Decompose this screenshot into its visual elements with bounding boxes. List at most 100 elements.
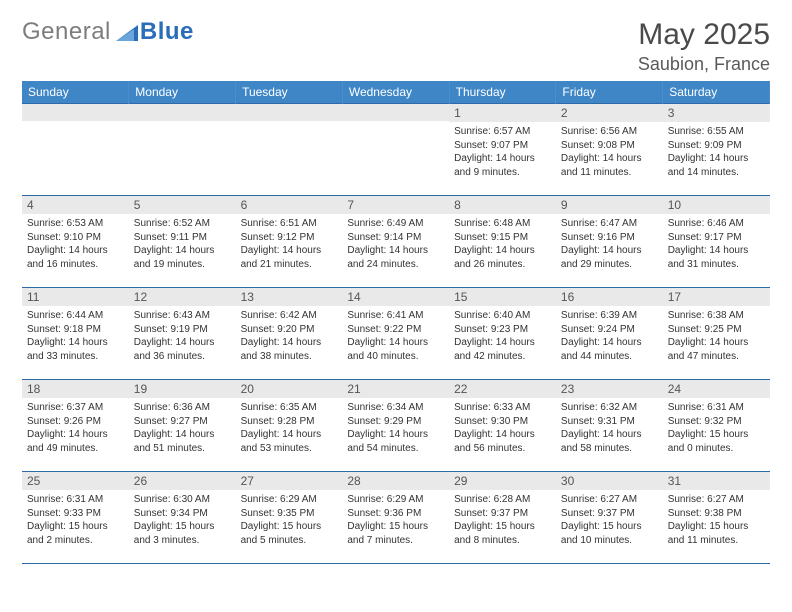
calendar-cell: 12Sunrise: 6:43 AMSunset: 9:19 PMDayligh…: [129, 288, 236, 380]
calendar-cell: 18Sunrise: 6:37 AMSunset: 9:26 PMDayligh…: [22, 380, 129, 472]
weekday-header: Friday: [556, 81, 663, 104]
day-number: 31: [663, 472, 770, 490]
month-title: May 2025: [638, 18, 770, 52]
sunset-line: Sunset: 9:36 PM: [347, 507, 444, 521]
sunrise-line: Sunrise: 6:57 AM: [454, 125, 551, 139]
calendar-cell: 17Sunrise: 6:38 AMSunset: 9:25 PMDayligh…: [663, 288, 770, 380]
calendar-cell: 2Sunrise: 6:56 AMSunset: 9:08 PMDaylight…: [556, 104, 663, 196]
daylight-line: Daylight: 14 hours and 24 minutes.: [347, 244, 444, 271]
calendar-cell: 8Sunrise: 6:48 AMSunset: 9:15 PMDaylight…: [449, 196, 556, 288]
daylight-line: Daylight: 14 hours and 14 minutes.: [668, 152, 765, 179]
daylight-line: Daylight: 14 hours and 9 minutes.: [454, 152, 551, 179]
sunset-line: Sunset: 9:19 PM: [134, 323, 231, 337]
calendar-row: 18Sunrise: 6:37 AMSunset: 9:26 PMDayligh…: [22, 380, 770, 472]
sunset-line: Sunset: 9:10 PM: [27, 231, 124, 245]
day-number: [129, 104, 236, 121]
calendar-cell: 1Sunrise: 6:57 AMSunset: 9:07 PMDaylight…: [449, 104, 556, 196]
daylight-line: Daylight: 14 hours and 36 minutes.: [134, 336, 231, 363]
calendar-cell: 14Sunrise: 6:41 AMSunset: 9:22 PMDayligh…: [342, 288, 449, 380]
day-details: Sunrise: 6:29 AMSunset: 9:36 PMDaylight:…: [342, 490, 449, 551]
day-number: 9: [556, 196, 663, 214]
daylight-line: Daylight: 14 hours and 31 minutes.: [668, 244, 765, 271]
sunrise-line: Sunrise: 6:29 AM: [241, 493, 338, 507]
calendar-cell: 9Sunrise: 6:47 AMSunset: 9:16 PMDaylight…: [556, 196, 663, 288]
calendar-cell: 21Sunrise: 6:34 AMSunset: 9:29 PMDayligh…: [342, 380, 449, 472]
sunrise-line: Sunrise: 6:39 AM: [561, 309, 658, 323]
daylight-line: Daylight: 14 hours and 56 minutes.: [454, 428, 551, 455]
day-number: [236, 104, 343, 121]
calendar-cell: 22Sunrise: 6:33 AMSunset: 9:30 PMDayligh…: [449, 380, 556, 472]
calendar-cell: 29Sunrise: 6:28 AMSunset: 9:37 PMDayligh…: [449, 472, 556, 564]
day-number: 13: [236, 288, 343, 306]
calendar-cell: 30Sunrise: 6:27 AMSunset: 9:37 PMDayligh…: [556, 472, 663, 564]
calendar-cell: 3Sunrise: 6:55 AMSunset: 9:09 PMDaylight…: [663, 104, 770, 196]
sunrise-line: Sunrise: 6:29 AM: [347, 493, 444, 507]
day-number: 19: [129, 380, 236, 398]
logo-triangle-icon: [116, 23, 138, 41]
daylight-line: Daylight: 14 hours and 49 minutes.: [27, 428, 124, 455]
sunset-line: Sunset: 9:35 PM: [241, 507, 338, 521]
day-number: 24: [663, 380, 770, 398]
calendar-cell: 5Sunrise: 6:52 AMSunset: 9:11 PMDaylight…: [129, 196, 236, 288]
daylight-line: Daylight: 15 hours and 0 minutes.: [668, 428, 765, 455]
daylight-line: Daylight: 14 hours and 44 minutes.: [561, 336, 658, 363]
calendar-cell: [129, 104, 236, 196]
day-details: Sunrise: 6:27 AMSunset: 9:37 PMDaylight:…: [556, 490, 663, 551]
day-number: 16: [556, 288, 663, 306]
day-details: Sunrise: 6:46 AMSunset: 9:17 PMDaylight:…: [663, 214, 770, 275]
calendar-row: 11Sunrise: 6:44 AMSunset: 9:18 PMDayligh…: [22, 288, 770, 380]
calendar-cell: 15Sunrise: 6:40 AMSunset: 9:23 PMDayligh…: [449, 288, 556, 380]
calendar-cell: [236, 104, 343, 196]
daylight-line: Daylight: 14 hours and 47 minutes.: [668, 336, 765, 363]
sunrise-line: Sunrise: 6:55 AM: [668, 125, 765, 139]
day-details: Sunrise: 6:39 AMSunset: 9:24 PMDaylight:…: [556, 306, 663, 367]
daylight-line: Daylight: 14 hours and 16 minutes.: [27, 244, 124, 271]
sunset-line: Sunset: 9:28 PM: [241, 415, 338, 429]
sunrise-line: Sunrise: 6:38 AM: [668, 309, 765, 323]
day-details: Sunrise: 6:47 AMSunset: 9:16 PMDaylight:…: [556, 214, 663, 275]
logo-text-right: Blue: [140, 18, 194, 46]
day-details: Sunrise: 6:35 AMSunset: 9:28 PMDaylight:…: [236, 398, 343, 459]
day-number: [22, 104, 129, 121]
calendar-cell: 4Sunrise: 6:53 AMSunset: 9:10 PMDaylight…: [22, 196, 129, 288]
sunset-line: Sunset: 9:18 PM: [27, 323, 124, 337]
daylight-line: Daylight: 15 hours and 3 minutes.: [134, 520, 231, 547]
day-details: Sunrise: 6:43 AMSunset: 9:19 PMDaylight:…: [129, 306, 236, 367]
sunrise-line: Sunrise: 6:35 AM: [241, 401, 338, 415]
sunrise-line: Sunrise: 6:46 AM: [668, 217, 765, 231]
sunset-line: Sunset: 9:30 PM: [454, 415, 551, 429]
sunset-line: Sunset: 9:24 PM: [561, 323, 658, 337]
sunrise-line: Sunrise: 6:47 AM: [561, 217, 658, 231]
sunset-line: Sunset: 9:33 PM: [27, 507, 124, 521]
calendar-page: General Blue May 2025 Saubion, France Su…: [0, 0, 792, 582]
daylight-line: Daylight: 15 hours and 11 minutes.: [668, 520, 765, 547]
sunrise-line: Sunrise: 6:43 AM: [134, 309, 231, 323]
day-details: Sunrise: 6:29 AMSunset: 9:35 PMDaylight:…: [236, 490, 343, 551]
sunset-line: Sunset: 9:26 PM: [27, 415, 124, 429]
day-number: 18: [22, 380, 129, 398]
day-number: [342, 104, 449, 121]
day-details: Sunrise: 6:44 AMSunset: 9:18 PMDaylight:…: [22, 306, 129, 367]
day-details: Sunrise: 6:34 AMSunset: 9:29 PMDaylight:…: [342, 398, 449, 459]
weekday-header: Monday: [129, 81, 236, 104]
calendar-cell: 26Sunrise: 6:30 AMSunset: 9:34 PMDayligh…: [129, 472, 236, 564]
sunrise-line: Sunrise: 6:31 AM: [668, 401, 765, 415]
daylight-line: Daylight: 14 hours and 29 minutes.: [561, 244, 658, 271]
weekday-row: SundayMondayTuesdayWednesdayThursdayFrid…: [22, 81, 770, 104]
calendar-cell: 23Sunrise: 6:32 AMSunset: 9:31 PMDayligh…: [556, 380, 663, 472]
logo: General Blue: [22, 18, 194, 46]
sunset-line: Sunset: 9:23 PM: [454, 323, 551, 337]
day-number: 1: [449, 104, 556, 122]
day-details: Sunrise: 6:49 AMSunset: 9:14 PMDaylight:…: [342, 214, 449, 275]
daylight-line: Daylight: 14 hours and 21 minutes.: [241, 244, 338, 271]
day-details: Sunrise: 6:48 AMSunset: 9:15 PMDaylight:…: [449, 214, 556, 275]
sunrise-line: Sunrise: 6:52 AM: [134, 217, 231, 231]
sunrise-line: Sunrise: 6:49 AM: [347, 217, 444, 231]
weekday-header: Sunday: [22, 81, 129, 104]
calendar-cell: 10Sunrise: 6:46 AMSunset: 9:17 PMDayligh…: [663, 196, 770, 288]
calendar-cell: 16Sunrise: 6:39 AMSunset: 9:24 PMDayligh…: [556, 288, 663, 380]
calendar-body: 1Sunrise: 6:57 AMSunset: 9:07 PMDaylight…: [22, 104, 770, 564]
weekday-header: Tuesday: [236, 81, 343, 104]
calendar-cell: 27Sunrise: 6:29 AMSunset: 9:35 PMDayligh…: [236, 472, 343, 564]
sunset-line: Sunset: 9:09 PM: [668, 139, 765, 153]
